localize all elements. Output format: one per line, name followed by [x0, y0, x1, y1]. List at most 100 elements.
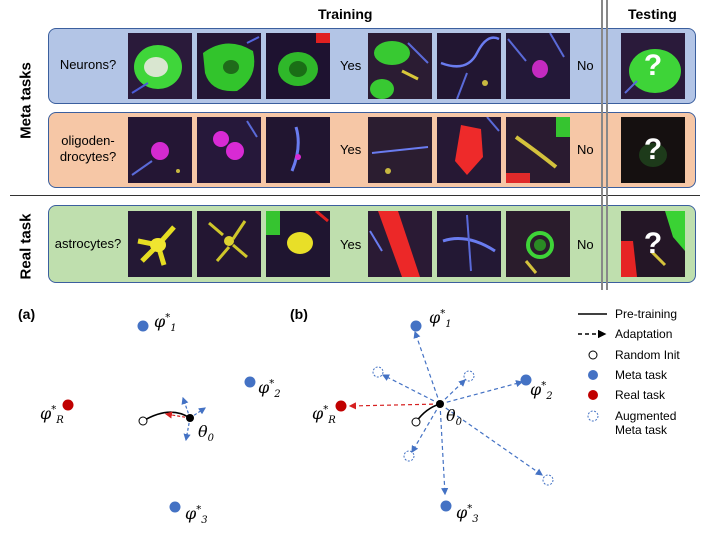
augmented-task-dot — [403, 450, 415, 462]
phi-index: 3 — [472, 514, 479, 526]
test-separator-left — [601, 0, 603, 290]
legend-line: Augmented — [615, 409, 677, 423]
phi-index: 1 — [170, 323, 177, 335]
phi-index: 2 — [274, 389, 281, 401]
section-divider — [10, 195, 700, 196]
pretraining-path — [415, 403, 441, 423]
blue-dot-icon — [588, 370, 598, 380]
adaptation-arrow — [439, 403, 449, 496]
microscopy-tile-test: ? — [621, 211, 685, 277]
legend-label-adaptation: Adaptation — [615, 327, 673, 341]
microscopy-tile — [437, 33, 501, 99]
adaptation-arrow — [348, 402, 441, 410]
test-separator-right — [606, 0, 608, 290]
hollow-circle-icon — [588, 350, 598, 360]
theta-dot — [436, 400, 444, 408]
adaptation-arrow — [439, 380, 524, 405]
question-mark: ? — [643, 227, 663, 260]
augmented-task-dot — [463, 370, 475, 382]
theta-dot — [186, 414, 194, 422]
row-label-neurons: Neurons? — [54, 57, 122, 73]
microscopy-tile-test: ? — [621, 117, 685, 183]
phi2-label: φ*2 — [258, 378, 281, 401]
row-label-line: Neurons? — [59, 57, 117, 72]
testing-header: Testing — [628, 6, 677, 22]
adaptation-arrow — [189, 407, 206, 419]
meta-task-dot — [440, 500, 452, 512]
microscopy-tile — [506, 211, 570, 277]
adaptation-arrow — [181, 396, 191, 419]
microscopy-tile — [128, 117, 192, 183]
adaptation-arrow — [439, 379, 466, 405]
meta-task-dot — [169, 501, 181, 513]
legend-label-augmented: Augmented Meta task — [615, 409, 676, 437]
phi3-label: φ*3 — [456, 503, 479, 526]
phiR-label: φ*R — [312, 404, 336, 427]
yes-label: Yes — [340, 142, 362, 157]
yes-label: Yes — [340, 58, 362, 73]
legend-label-random-init: Random Init — [615, 348, 680, 362]
phi-index: 1 — [445, 319, 452, 331]
microscopy-tile — [266, 117, 330, 183]
meta-task-dot — [520, 374, 532, 386]
microscopy-tile — [506, 117, 570, 183]
meta-tasks-label: Meta tasks — [17, 62, 35, 139]
question-mark: ? — [643, 49, 663, 82]
training-header: Training — [318, 6, 373, 22]
row-label-line: drocytes? — [59, 149, 117, 164]
legend-label-real-task: Real task — [615, 388, 666, 402]
random-init-dot — [138, 416, 148, 426]
microscopy-tile-test: ? — [621, 33, 685, 99]
microscopy-tile — [128, 33, 192, 99]
microscopy-tile — [437, 117, 501, 183]
panel-b-diagram — [335, 320, 554, 512]
meta-task-dot — [244, 376, 256, 388]
meta-task-dot — [137, 320, 149, 332]
legend-label-meta-task: Meta task — [615, 368, 668, 382]
microscopy-tile — [506, 33, 570, 99]
adaptation-arrow — [183, 417, 191, 442]
row-label-oligodendrocytes: oligoden- drocytes? — [54, 133, 122, 165]
no-label: No — [577, 237, 594, 252]
phi2-label: φ*2 — [530, 380, 553, 403]
theta-index: 0 — [455, 417, 463, 429]
phiR-label: φ*R — [40, 404, 64, 427]
row-label-line: astrocytes? — [54, 236, 122, 251]
real-task-dot — [62, 399, 74, 411]
microscopy-tile — [368, 117, 432, 183]
phi-index: 2 — [546, 391, 553, 403]
adaptation-arrow — [164, 411, 191, 419]
microscopy-tile — [197, 33, 261, 99]
microscopy-tile — [266, 33, 330, 99]
dotted-circle-icon — [587, 410, 599, 422]
question-mark: ? — [643, 133, 663, 166]
microscopy-tile — [266, 211, 330, 277]
panel-a-diagram — [62, 320, 256, 513]
adaptation-arrow — [381, 374, 441, 405]
adaptation-arrow — [411, 403, 441, 454]
theta-index: 0 — [207, 433, 215, 445]
phi-index: R — [328, 415, 336, 427]
panel-b-tag: (b) — [290, 306, 308, 322]
augmented-task-dot — [372, 366, 384, 378]
phi-index: 3 — [201, 515, 208, 527]
yes-label: Yes — [340, 237, 362, 252]
no-label: No — [577, 142, 594, 157]
meta-task-dot — [410, 320, 422, 332]
microscopy-tile — [197, 211, 261, 277]
real-task-dot — [335, 400, 347, 412]
microscopy-tile — [368, 211, 432, 277]
augmented-task-dot — [542, 474, 554, 486]
random-init-dot — [411, 417, 421, 427]
microscopy-tile — [437, 211, 501, 277]
phi1-label: φ*1 — [429, 308, 452, 331]
real-task-label: Real task — [17, 213, 35, 280]
theta-label: θ0 — [446, 406, 463, 429]
legend-line: Meta task — [615, 423, 668, 437]
legend-icons — [578, 313, 607, 422]
microscopy-tile — [128, 211, 192, 277]
microscopy-tile — [197, 117, 261, 183]
no-label: No — [577, 58, 594, 73]
phi1-label: φ*1 — [154, 312, 177, 335]
theta-label: θ0 — [198, 422, 215, 445]
